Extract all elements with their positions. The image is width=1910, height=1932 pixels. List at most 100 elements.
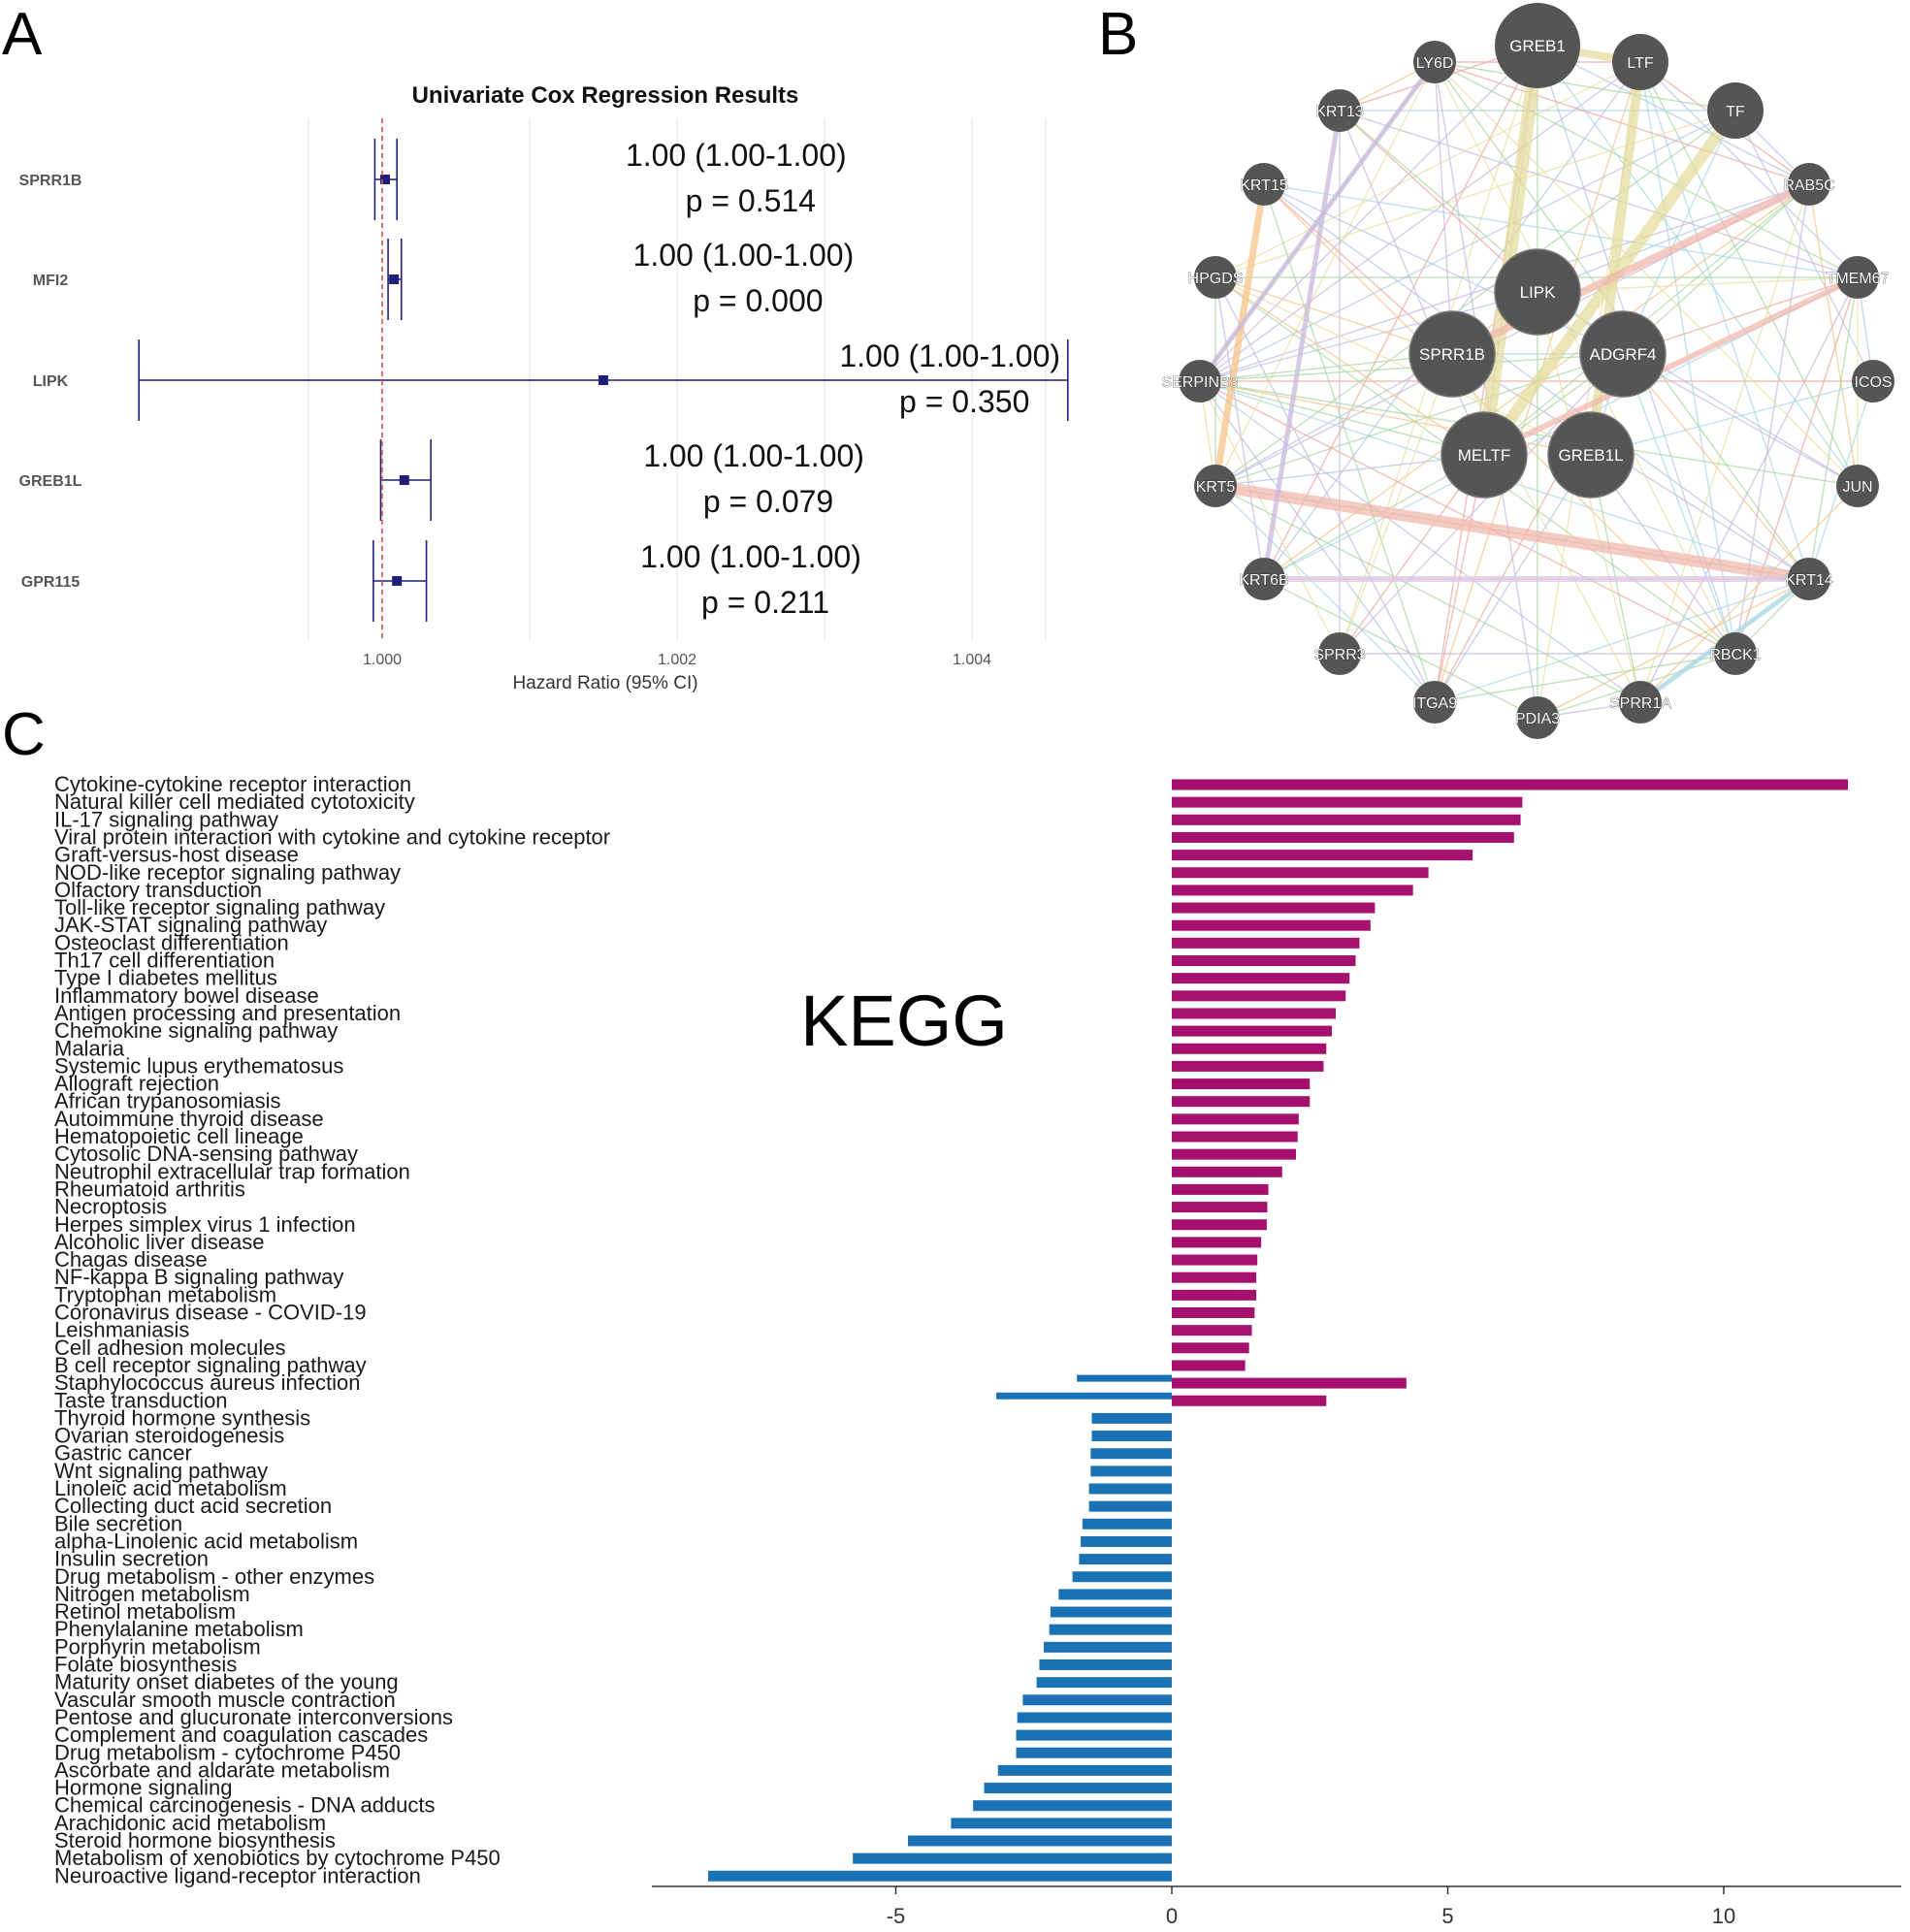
network-node: MELTF [1441,411,1528,499]
forest-gene-label: MFI2 [33,273,69,289]
kegg-category-label: Linoleic acid metabolism [54,1476,287,1500]
kegg-bar [1172,779,1849,790]
network-edge [1197,59,1438,384]
network-node-circle [1547,411,1635,499]
kegg-category-label: Pentose and glucuronate interconversions [54,1705,453,1729]
kegg-category-label: Folate biosynthesis [54,1653,237,1677]
forest-row: GREB1L 1.00 (1.00-1.00) p = 0.079 [19,438,864,521]
kegg-category-label: Ovarian steroidogenesis [54,1424,284,1448]
network-edge [1734,110,1874,382]
kegg-bar [1022,1694,1172,1706]
kegg-category-label: Hormone signaling [54,1776,232,1800]
network-edge [1434,653,1736,703]
forest-point [389,274,400,284]
network-node: KRT6B [1239,558,1289,600]
kegg-bar [1172,1060,1324,1072]
network-node-circle [1243,163,1285,206]
network-edge [1214,276,1436,703]
kegg-bar [1172,1043,1327,1054]
network-node: KRT13 [1315,89,1364,132]
kegg-bar [1172,1254,1258,1266]
kegg-category-label: NOD-like receptor signaling pathway [54,860,401,885]
kegg-bar [1072,1571,1172,1583]
forest-x-tick-label: 1.000 [363,652,402,668]
network-node-label: KRT5 [1196,479,1236,496]
kegg-category-label: Inflammatory bowel disease [54,983,319,1008]
kegg-bar [1172,990,1346,1002]
forest-point [599,375,608,385]
kegg-category-label: alpha-Linolenic acid metabolism [54,1529,358,1553]
kegg-bar [951,1818,1172,1829]
kegg-bar [1172,1131,1298,1143]
network-edge [1199,380,1341,655]
kegg-annotation: KEGG [800,981,1008,1061]
network-edge [1214,485,1436,703]
network-node: GREB1 [1495,3,1580,88]
kegg-category-label: Arachidonic acid metabolism [54,1811,326,1835]
kegg-bar [853,1852,1172,1864]
network-edge [1590,380,1874,456]
kegg-bar [708,1870,1172,1882]
kegg-category-label: Ascorbate and aldarate metabolism [54,1757,390,1782]
forest-p-text: p = 0.350 [899,384,1029,419]
kegg-bar [1172,1148,1297,1160]
kegg-category-label: Necroptosis [54,1195,167,1219]
kegg-bar [1172,973,1350,984]
network-edge [1434,578,1810,703]
network-edge [1477,39,1544,462]
network-node-label: ITGA9 [1412,695,1457,712]
network-edge [1214,454,1485,487]
forest-plot-title: Univariate Cox Regression Results [412,82,799,109]
kegg-bar [997,1764,1172,1776]
network-node-circle [1836,256,1879,299]
kegg-bar [1082,1518,1172,1530]
network-node-circle [1494,248,1581,336]
kegg-bar [984,1783,1172,1794]
network-edge [1434,61,1810,185]
kegg-category-label: Insulin secretion [54,1547,209,1571]
network-edge [1214,276,1265,580]
kegg-category-label: Th17 cell differentiation [54,949,275,973]
kegg-x-axis: -5 0 5 10 [652,1885,1901,1928]
kegg-bar [1172,814,1521,825]
kegg-bar [1077,1374,1172,1382]
kegg-category-label: B cell receptor signaling pathway [54,1353,367,1377]
kegg-bar [1172,902,1376,914]
forest-row: SPRR1B 1.00 (1.00-1.00) p = 0.514 [19,138,847,220]
kegg-category-label: Allograft rejection [54,1072,219,1096]
kegg-bar [1081,1535,1172,1547]
network-node: SPRR3 [1313,632,1366,675]
network-node: HPGDS [1187,256,1244,299]
forest-point [380,175,391,184]
forest-x-tick-label: 1.004 [953,652,991,668]
forest-row: LIPK 1.00 (1.00-1.00) p = 0.350 [33,338,1069,421]
network-edge [1214,110,1736,278]
network-node: ICOS [1852,360,1894,402]
forest-gene-label: LIPK [33,373,69,390]
kegg-category-label: Chagas disease [54,1247,208,1272]
kegg-bar [1172,1377,1407,1389]
network-edge [1639,485,1859,703]
network-edge [1734,276,1859,655]
kegg-bar [1058,1589,1172,1600]
kegg-category-label: NF-kappa B signaling pathway [54,1265,343,1289]
forest-hr-text: 1.00 (1.00-1.00) [626,138,847,173]
kegg-category-label: Hematopoietic cell lineage [54,1124,304,1148]
network-node: KRT15 [1240,163,1288,206]
network-nodes: GREB1 LTF TF RAB5C TMEM67 ICOS JUN KRT14 RBCK1 SP… [1161,3,1894,739]
kegg-bar [1172,1166,1282,1177]
network-node: TMEM67 [1826,256,1890,299]
network-edge [1210,480,1815,585]
network-node-circle [1612,34,1668,90]
kegg-bar [1172,1008,1336,1019]
kegg-category-label: Porphyrin metabolism [54,1634,261,1658]
kegg-category-label: Antigen processing and presentation [54,1001,401,1025]
network-node-label: ICOS [1854,374,1892,391]
kegg-category-label: Taste transduction [54,1388,228,1412]
kegg-bar [1172,1272,1257,1283]
network-edge [1339,353,1453,655]
network-node-label: KRT6B [1239,572,1288,589]
network-node-label: LY6D [1416,55,1454,72]
network-node-label: ADGRF4 [1590,345,1657,364]
network-node: ITGA9 [1412,681,1458,724]
